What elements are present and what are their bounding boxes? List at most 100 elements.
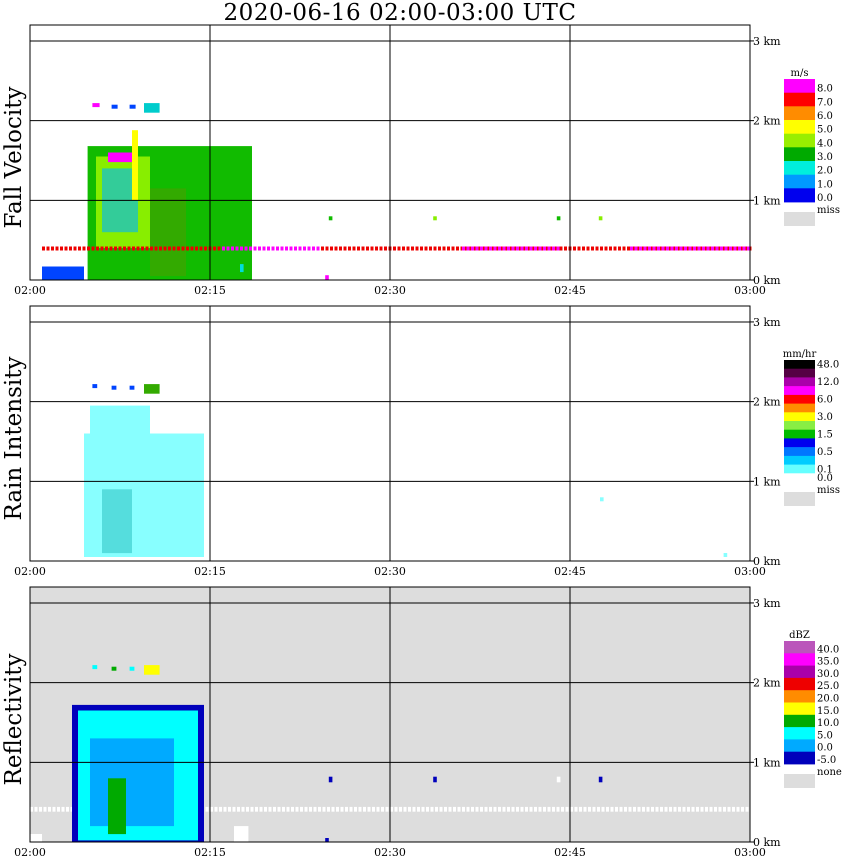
reflectivity-echo-dash	[718, 806, 722, 812]
reflectivity-echo-dash	[520, 806, 524, 812]
fall-velocity-echo-dash	[657, 246, 660, 251]
reflectivity-echo-dash	[687, 806, 690, 812]
fall-velocity-echo-dash	[670, 246, 674, 251]
reflectivity-echo-dash	[417, 806, 420, 812]
fall-velocity-echo-16	[325, 275, 329, 280]
reflectivity-echo-1	[30, 834, 42, 842]
reflectivity-axis-title: Reflectivity	[1, 654, 27, 786]
reflectivity-echo-dash	[385, 806, 389, 812]
reflectivity-echo-dash	[219, 806, 222, 812]
fall-velocity-colorbar-swatch	[784, 92, 815, 107]
fall-velocity-echo-9	[129, 104, 136, 109]
rain-intensity-x-tick-label: 03:00	[734, 565, 766, 578]
fall-velocity-echo-dash	[516, 246, 519, 251]
reflectivity-echo-dash	[628, 806, 632, 812]
fall-velocity-echo-dash	[693, 246, 696, 251]
fall-velocity-echo-10	[144, 103, 160, 113]
reflectivity-echo-dash	[363, 806, 366, 812]
rain-intensity-x-tick-label: 02:00	[14, 565, 46, 578]
fall-velocity-echo-dash	[78, 246, 81, 251]
fall-velocity-echo-dash	[168, 246, 171, 251]
reflectivity-echo-dash	[466, 806, 470, 812]
reflectivity-echo-dash	[673, 806, 677, 812]
reflectivity-echo-dash	[633, 806, 636, 812]
fall-velocity-echo-dash	[150, 246, 153, 251]
fall-velocity-echo-dash	[226, 246, 230, 251]
reflectivity-echo-dash	[232, 806, 236, 812]
fall-velocity-echo-dash	[711, 246, 714, 251]
fall-velocity-echo-dash	[627, 246, 630, 251]
fall-velocity-echo-17	[328, 216, 333, 221]
reflectivity-echo-dash	[322, 806, 326, 812]
fall-velocity-echo-dash	[289, 246, 293, 251]
fall-velocity-echo-dash	[520, 246, 524, 251]
reflectivity-echo-dash	[331, 806, 335, 812]
reflectivity-x-tick-label: 03:00	[734, 846, 766, 859]
reflectivity-echo-dash	[228, 806, 231, 812]
reflectivity-colorbar-unit: dBZ	[789, 630, 810, 641]
fall-velocity-echo-dash	[240, 246, 243, 251]
fall-velocity-echo-dash	[352, 246, 356, 251]
fall-velocity-y-tick-label: 3 km	[753, 35, 781, 48]
rain-intensity-echo-7	[600, 497, 604, 502]
reflectivity-echo-dash	[624, 806, 627, 812]
reflectivity-echo-dash	[52, 806, 56, 812]
fall-velocity-echo-15	[240, 264, 244, 273]
fall-velocity-colorbar-swatch	[784, 79, 815, 94]
reflectivity-echo-dash	[570, 806, 573, 812]
rain-intensity-y-tick-label: 3 km	[753, 316, 781, 329]
reflectivity-colorbar-swatch	[784, 641, 815, 654]
rain-intensity-colorbar-label: 0.1	[817, 464, 833, 475]
fall-velocity-x-tick-label: 02:00	[14, 284, 46, 297]
rain-intensity-colorbar-label: 1.5	[817, 429, 833, 440]
fall-velocity-colorbar-label: 0.0	[817, 193, 833, 204]
reflectivity-echo-dash	[403, 806, 407, 812]
fall-velocity-echo-dash	[172, 246, 176, 251]
fall-velocity-echo-dash	[190, 246, 194, 251]
rain-intensity-colorbar-label: 0.0	[817, 473, 833, 484]
fall-velocity-colorbar-swatch	[784, 133, 815, 148]
reflectivity-colorbar-swatch	[784, 751, 815, 765]
fall-velocity-echo-dash	[618, 246, 621, 251]
fall-velocity-echo-dash	[294, 246, 297, 251]
fall-velocity-echo-dash	[127, 246, 131, 251]
reflectivity-colorbar-label: 0.0	[817, 743, 833, 754]
fall-velocity-echo-dash	[141, 246, 144, 251]
rain-intensity-colorbar-swatch	[784, 386, 815, 396]
fall-velocity-echo-dash	[564, 246, 567, 251]
reflectivity-echo-dash	[660, 806, 663, 812]
reflectivity-echo-dash	[277, 806, 281, 812]
rain-intensity-axis-title: Rain Intensity	[1, 356, 27, 520]
reflectivity-echo-dash	[493, 806, 497, 812]
fall-velocity-echo-dash	[666, 246, 669, 251]
reflectivity-echo-6	[92, 665, 98, 670]
reflectivity-x-tick-label: 02:00	[14, 846, 46, 859]
fall-velocity-echo-dash	[91, 246, 95, 251]
rain-intensity-colorbar-swatch	[784, 421, 815, 431]
fall-velocity-colorbar-swatch	[784, 174, 815, 189]
fall-velocity-echo-dash	[222, 246, 225, 251]
reflectivity-echo-dash	[579, 806, 582, 812]
fall-velocity-x-tick-label: 02:30	[374, 284, 406, 297]
reflectivity-colorbar-swatch	[784, 690, 815, 703]
fall-velocity-echo-dash	[424, 246, 428, 251]
fall-velocity-echo-dash	[204, 246, 207, 251]
fall-velocity-echo-dash	[51, 246, 54, 251]
fall-velocity-echo-dash	[415, 246, 419, 251]
reflectivity-echo-dash	[745, 806, 749, 812]
reflectivity-frame	[29, 586, 751, 843]
fall-velocity-y-tick-label: 0 km	[753, 274, 781, 287]
fall-velocity-echo-dash	[429, 246, 432, 251]
fall-velocity-echo-dash	[595, 246, 599, 251]
rain-intensity-colorbar-unit: mm/hr	[783, 349, 817, 360]
reflectivity-echo-dash	[43, 806, 47, 812]
reflectivity-colorbar-swatch	[784, 677, 815, 691]
fall-velocity-echo-dash	[343, 246, 347, 251]
fall-velocity-colorbar-label: 3.0	[817, 152, 833, 163]
rain-intensity-colorbar-label: 12.0	[817, 377, 839, 388]
fall-velocity-echo-dash	[105, 246, 108, 251]
reflectivity-colorbar-swatch	[784, 727, 815, 740]
reflectivity-echo-dash	[601, 806, 605, 812]
fall-velocity-echo-dash	[433, 246, 437, 251]
fall-velocity-echo-dash	[55, 246, 59, 251]
